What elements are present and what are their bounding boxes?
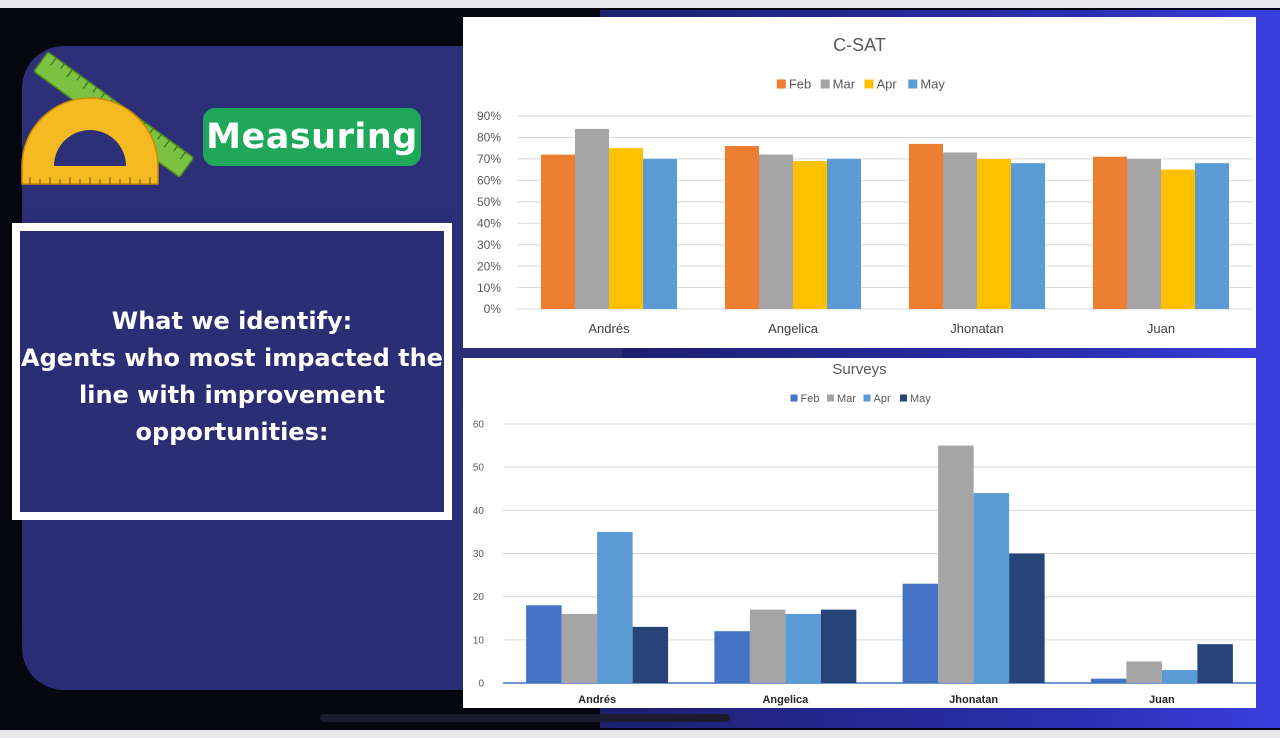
bar-juan-mar [1127,158,1161,309]
legend-swatch-feb [790,394,798,402]
chart-title: Surveys [832,361,886,378]
findings-text-box: What we identify: Agents who most impact… [12,223,452,520]
findings-line-4: opportunities: [135,418,329,446]
presentation-scrollbar[interactable] [320,714,730,722]
bar-jhonatan-apr [977,158,1011,309]
csat-chart: C-SAT Feb Mar Apr May 0% 10% 20% 30% 40% 50% 60% 70%… [463,17,1256,348]
legend-swatch-apr [864,79,874,89]
findings-text-box-inner: What we identify: Agents who most impact… [20,231,444,512]
x-tick-label: Angelica [768,321,819,336]
y-tick-label: 10 [473,635,485,646]
bar-juan-feb [1093,156,1127,309]
legend-label-mar: Mar [833,77,856,92]
y-tick-label: 60% [477,174,501,188]
bar-jhonatan-may [1011,163,1045,309]
bar-angelica-apr [793,161,827,309]
bar-jhonatan-mar [943,152,977,309]
bar-angelica-mar [749,609,786,683]
csat-chart-svg: C-SAT Feb Mar Apr May 0% 10% 20% 30% 40% 50% 60% 70%… [477,35,1253,336]
bar-juan-apr [1161,169,1195,309]
findings-line-2: Agents who most impacted the [21,344,443,372]
bar-angelica-may [827,158,861,309]
bar-juan-feb [1090,678,1127,683]
x-tick-label: Juan [1149,694,1175,706]
y-tick-label: 70% [477,152,501,166]
bar-angelica-apr [785,613,821,683]
bar-jhonatan-feb [909,143,943,309]
bar-andrs-mar [561,613,598,683]
x-tick-label: Juan [1147,321,1175,336]
bar-juan-apr [1161,670,1198,683]
y-tick-label: 0 [478,679,484,690]
findings-line-3: line with improvement [79,381,385,409]
surveys-chart-svg: Surveys Feb Mar Apr May 0 10 20 30 40 50 60 Andrés An… [473,361,1256,706]
legend-label-may: May [920,77,945,92]
bar-angelica-feb [714,631,750,683]
bar-andrs-apr [609,148,643,309]
bar-juan-may [1195,163,1229,309]
measuring-badge: Measuring [203,108,421,166]
x-tick-label: Andrés [588,321,630,336]
x-tick-label: Jhonatan [949,694,998,706]
y-tick-label: 20 [473,592,485,603]
legend-swatch-mar [827,394,835,402]
legend-label-mar: Mar [837,393,856,405]
y-tick-label: 50% [477,195,501,209]
y-tick-label: 10% [477,281,501,295]
bar-jhonatan-mar [938,445,974,683]
y-tick-label: 40 [473,506,485,517]
y-tick-label: 40% [477,216,501,230]
x-tick-label: Andrés [578,694,616,706]
bar-juan-mar [1126,661,1162,683]
legend-swatch-may [908,79,918,89]
y-tick-label: 60 [473,420,485,431]
y-tick-label: 0% [484,302,502,316]
measuring-tools-illustration [21,52,194,185]
bar-juan-may [1197,644,1233,683]
findings-line-1: What we identify: [111,307,353,335]
legend-swatch-apr [863,394,871,402]
bar-jhonatan-apr [973,493,1010,683]
bar-angelica-mar [759,154,793,309]
bar-andrs-may [643,158,677,309]
protractor-icon [21,97,159,185]
legend-label-apr: Apr [877,77,898,92]
bar-jhonatan-may [1009,553,1045,683]
x-tick-label: Angelica [762,694,809,706]
bar-andrs-feb [541,154,575,309]
bar-andrs-apr [597,531,633,683]
legend-swatch-feb [776,79,786,89]
findings-text: What we identify: Agents who most impact… [20,303,444,451]
y-tick-label: 30% [477,238,501,252]
y-tick-label: 20% [477,259,501,273]
legend-swatch-may [899,394,907,402]
legend-swatch-mar [820,79,830,89]
bar-andrs-feb [526,605,562,683]
chart-title: C-SAT [833,35,886,55]
legend-label-may: May [910,393,931,405]
y-tick-label: 50 [473,463,485,474]
bar-jhonatan-feb [902,583,939,683]
y-tick-label: 90% [477,109,501,123]
x-tick-label: Jhonatan [950,321,1004,336]
surveys-chart: Surveys Feb Mar Apr May 0 10 20 30 40 50 60 Andrés An… [463,358,1256,708]
bar-angelica-feb [725,146,759,309]
bar-angelica-may [820,609,857,683]
legend-label-apr: Apr [874,393,891,405]
legend-label-feb: Feb [801,393,820,405]
y-tick-label: 30 [473,549,485,560]
y-tick-label: 80% [477,131,501,145]
legend-label-feb: Feb [789,77,811,92]
bar-andrs-may [632,626,669,683]
bar-andrs-mar [575,128,609,309]
